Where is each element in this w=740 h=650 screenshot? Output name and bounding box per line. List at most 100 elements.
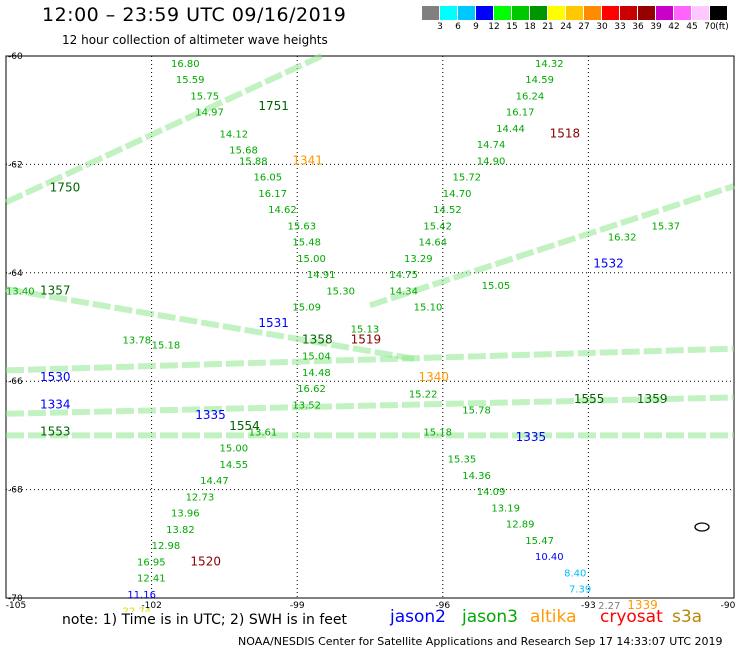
lon-tick-label: -99	[290, 601, 305, 611]
lon-tick-label: -96	[435, 601, 450, 611]
wave-height-value: 13.82	[166, 525, 195, 536]
wave-height-value: 15.42	[423, 221, 452, 232]
track-trail	[5, 286, 420, 363]
legend-swatch	[548, 6, 566, 20]
legend-label: 21	[542, 22, 554, 32]
map-frame	[5, 55, 735, 599]
wave-height-value: 13.19	[491, 503, 520, 514]
wave-height-value: 15.78	[462, 406, 491, 417]
track-trail	[369, 183, 735, 309]
wave-height-value: 16.95	[137, 557, 166, 568]
lat-tick-label: -60	[8, 52, 23, 62]
wave-height-value: 22.74	[122, 606, 151, 612]
legend-swatch	[620, 6, 638, 20]
track-time-label: 1334	[40, 397, 71, 411]
legend-label: 39	[650, 22, 662, 32]
wave-height-value: 15.75	[190, 91, 219, 102]
s3a-label: s3a	[672, 607, 703, 627]
wave-height-value: 15.00	[220, 444, 249, 455]
footer-note: note: 1) Time is in UTC; 2) SWH is in fe…	[62, 612, 348, 628]
track-time-label: 1519	[351, 332, 382, 346]
wave-height-value: 16.17	[506, 108, 535, 119]
legend-label: (ft)	[715, 22, 729, 32]
wave-height-value: 14.47	[200, 476, 229, 487]
wave-height-value: 15.10	[414, 303, 443, 314]
legend-swatch	[710, 6, 728, 20]
legend-swatch	[656, 6, 674, 20]
legend-label: 42	[668, 22, 680, 32]
wave-height-value: 12.73	[186, 492, 215, 503]
wave-height-value: 16.24	[516, 91, 545, 102]
track-time-label: 1555	[574, 392, 605, 406]
lon-tick-label: -93	[581, 601, 596, 611]
track-time-label: 1750	[50, 181, 81, 195]
legend-label: 27	[578, 22, 590, 32]
wave-height-value: 10.40	[535, 552, 564, 563]
track-time-label: 1520	[190, 554, 221, 568]
island-outline	[694, 522, 710, 532]
lat-tick-label: -70	[8, 594, 23, 604]
wave-height-value: 15.35	[448, 455, 477, 466]
wave-height-value: 15.63	[287, 221, 316, 232]
wave-height-value: 16.80	[171, 59, 200, 70]
axis-labels: -60 -62 -64 -66 -68 -70-105 -102 -99 -96 -93 -90	[6, 52, 736, 611]
track-time-label: 1517	[579, 52, 610, 54]
wave-height-value: 15.88	[239, 156, 268, 167]
legend-label: 3	[437, 22, 443, 32]
track-time-label: 1532	[593, 256, 624, 270]
legend-swatch	[530, 6, 548, 20]
track-time-label: 1335	[195, 408, 226, 422]
track-time-label: 1751	[258, 99, 289, 113]
wave-height-value: 14.32	[535, 59, 564, 70]
wave-height-value: 13.52	[292, 400, 321, 411]
legend-swatch	[602, 6, 620, 20]
lon-tick-label: -102	[141, 601, 161, 611]
legend-swatch	[458, 6, 476, 20]
wave-height-value: 15.13	[351, 324, 380, 335]
lat-tick-label: -66	[8, 377, 23, 387]
track-trail	[4, 53, 323, 206]
wave-height-value: 15.00	[297, 254, 326, 265]
legend-swatch	[440, 6, 458, 20]
wave-height-value: 12.98	[152, 541, 181, 552]
lon-tick-label: -90	[721, 601, 736, 611]
track-time-label: 1340	[419, 370, 450, 384]
wave-height-value: 14.55	[220, 460, 249, 471]
satellite-tracks	[4, 53, 735, 439]
wave-height-value: 15.68	[229, 146, 258, 157]
jason2-label: jason2	[390, 607, 446, 627]
legend-swatch	[674, 6, 692, 20]
legend-label: 70	[704, 22, 716, 32]
wave-height-value: 13.61	[249, 427, 278, 438]
wave-height-value: 14.34	[389, 286, 418, 297]
lat-tick-label: -64	[8, 269, 23, 279]
wave-height-value: 16.32	[608, 232, 637, 243]
wave-height-value: 15.30	[326, 286, 355, 297]
lat-tick-label: -68	[8, 486, 23, 496]
lat-lon-grid	[5, 55, 735, 599]
wave-height-value: 15.72	[453, 173, 482, 184]
wave-height-value: 15.22	[409, 389, 438, 400]
wave-height-value: 14.74	[477, 140, 506, 151]
wave-height-value: 15.69	[525, 52, 554, 54]
track-time-label: 1357	[40, 283, 71, 297]
track-time-label: 1358	[302, 332, 333, 346]
track-time-label: 1359	[637, 392, 668, 406]
track-time-label: 1341	[292, 153, 323, 167]
wave-height-value: 14.75	[389, 270, 418, 281]
wave-height-value: 15.48	[292, 238, 321, 249]
wave-height-value: 16.43	[161, 52, 190, 54]
wave-height-value: 7.39	[569, 585, 591, 596]
track-time-label: 1335	[516, 430, 547, 444]
legend-swatch	[512, 6, 530, 20]
wave-height-value: 14.97	[195, 108, 224, 119]
wave-height-value: 15.04	[302, 352, 331, 363]
legend-label: 18	[524, 22, 536, 32]
legend-swatch	[638, 6, 656, 20]
wave-height-value: 16.05	[254, 173, 283, 184]
wave-height-value: 15.59	[176, 75, 205, 86]
legend-label: 30	[596, 22, 608, 32]
wave-height-value: 14.48	[302, 368, 331, 379]
wave-height-value: 16.17	[258, 189, 287, 200]
wave-height-value: 14.36	[462, 471, 491, 482]
